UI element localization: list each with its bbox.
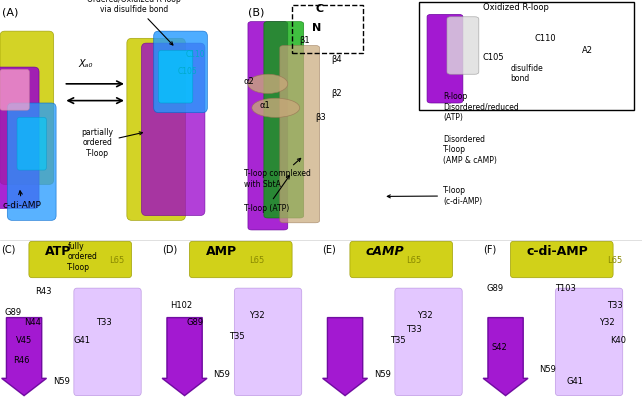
Text: L65: L65 [607, 256, 622, 265]
Text: c-di-AMP: c-di-AMP [526, 245, 588, 258]
FancyBboxPatch shape [127, 38, 186, 221]
Text: C110: C110 [186, 50, 205, 59]
Text: C105: C105 [483, 53, 505, 62]
Text: C: C [316, 4, 324, 14]
Text: disulfide
bond: disulfide bond [510, 64, 543, 83]
Text: L65: L65 [406, 256, 421, 265]
Text: Y32: Y32 [598, 318, 614, 327]
Text: β3: β3 [316, 113, 326, 122]
FancyBboxPatch shape [159, 50, 193, 103]
FancyBboxPatch shape [555, 288, 623, 396]
FancyBboxPatch shape [0, 31, 54, 185]
Text: K40: K40 [610, 336, 626, 344]
Text: V45: V45 [16, 336, 32, 344]
Text: Ordered/Oxidized R-loop
via disulfide bond: Ordered/Oxidized R-loop via disulfide bo… [87, 0, 181, 45]
Text: R-loop
Disordered/reduced
(ATP): R-loop Disordered/reduced (ATP) [443, 92, 519, 122]
Text: G41: G41 [567, 377, 584, 386]
Text: Disordered
T-loop
(AMP & cAMP): Disordered T-loop (AMP & cAMP) [443, 135, 497, 165]
FancyBboxPatch shape [0, 67, 39, 209]
Ellipse shape [252, 98, 300, 117]
Text: S42: S42 [491, 343, 507, 351]
Text: T-loop complexed
with SbtA: T-loop complexed with SbtA [244, 158, 311, 189]
Text: T-loop (ATP): T-loop (ATP) [244, 176, 290, 213]
Text: α2: α2 [244, 77, 255, 86]
Text: T-loop
(c-di-AMP): T-loop (c-di-AMP) [387, 186, 482, 206]
Text: Y32: Y32 [417, 311, 433, 320]
FancyBboxPatch shape [141, 43, 205, 216]
FancyArrow shape [323, 318, 367, 396]
FancyBboxPatch shape [350, 241, 453, 278]
FancyBboxPatch shape [419, 2, 634, 110]
FancyBboxPatch shape [264, 21, 304, 218]
FancyBboxPatch shape [29, 241, 132, 278]
Text: N59: N59 [213, 370, 230, 379]
Text: N59: N59 [374, 370, 391, 379]
Text: G89: G89 [186, 318, 204, 327]
Bar [291, 5, 363, 53]
Text: N44: N44 [24, 318, 41, 327]
Text: G41: G41 [74, 336, 91, 344]
Text: N: N [311, 23, 321, 33]
Text: partially
ordered
T-loop: partially ordered T-loop [82, 128, 143, 158]
Text: R46: R46 [13, 356, 30, 366]
Text: G89: G89 [487, 284, 503, 292]
Ellipse shape [248, 74, 288, 93]
FancyBboxPatch shape [248, 21, 288, 230]
Text: T35: T35 [390, 336, 406, 344]
Text: ATP: ATP [45, 245, 71, 258]
FancyBboxPatch shape [510, 241, 613, 278]
FancyBboxPatch shape [17, 117, 46, 170]
Text: (C): (C) [1, 245, 16, 255]
Text: Y32: Y32 [249, 311, 265, 320]
FancyBboxPatch shape [280, 45, 320, 223]
Text: fully
ordered
T-loop: fully ordered T-loop [67, 242, 98, 272]
Text: N59: N59 [53, 377, 70, 386]
Text: c-di-AMP: c-di-AMP [3, 191, 41, 210]
FancyBboxPatch shape [447, 17, 479, 74]
FancyArrow shape [1, 318, 47, 396]
Text: (A): (A) [3, 7, 19, 17]
Text: C105: C105 [178, 67, 198, 76]
FancyBboxPatch shape [153, 31, 207, 113]
Text: β2: β2 [331, 89, 342, 98]
FancyBboxPatch shape [7, 103, 56, 221]
Text: Xₐ₀: Xₐ₀ [78, 59, 92, 69]
Text: (D): (D) [162, 245, 177, 255]
Text: (F): (F) [483, 245, 496, 255]
Text: C110: C110 [535, 34, 556, 43]
Text: β1: β1 [300, 36, 310, 45]
FancyArrow shape [483, 318, 528, 396]
Text: L65: L65 [249, 256, 264, 265]
Text: T33: T33 [607, 301, 623, 310]
Text: R43: R43 [35, 287, 52, 296]
Text: AMP: AMP [205, 245, 236, 258]
Text: (E): (E) [323, 245, 336, 255]
FancyBboxPatch shape [74, 288, 141, 396]
Text: (B): (B) [248, 7, 265, 17]
FancyArrow shape [162, 318, 207, 396]
Text: Oxidized R-loop: Oxidized R-loop [483, 2, 549, 12]
Text: H102: H102 [170, 301, 192, 310]
Text: L65: L65 [109, 256, 125, 265]
Text: cAMP: cAMP [366, 245, 404, 258]
Text: β4: β4 [331, 55, 342, 64]
Text: N59: N59 [539, 365, 556, 374]
Text: T33: T33 [406, 325, 422, 334]
Text: T103: T103 [555, 284, 577, 292]
FancyBboxPatch shape [0, 69, 30, 110]
FancyBboxPatch shape [427, 14, 463, 103]
Text: T35: T35 [230, 332, 245, 341]
FancyBboxPatch shape [234, 288, 302, 396]
Text: T33: T33 [96, 318, 112, 327]
Text: A2: A2 [582, 46, 593, 55]
Text: G89: G89 [4, 308, 22, 317]
Text: α1: α1 [260, 101, 271, 110]
FancyBboxPatch shape [189, 241, 292, 278]
FancyBboxPatch shape [395, 288, 462, 396]
